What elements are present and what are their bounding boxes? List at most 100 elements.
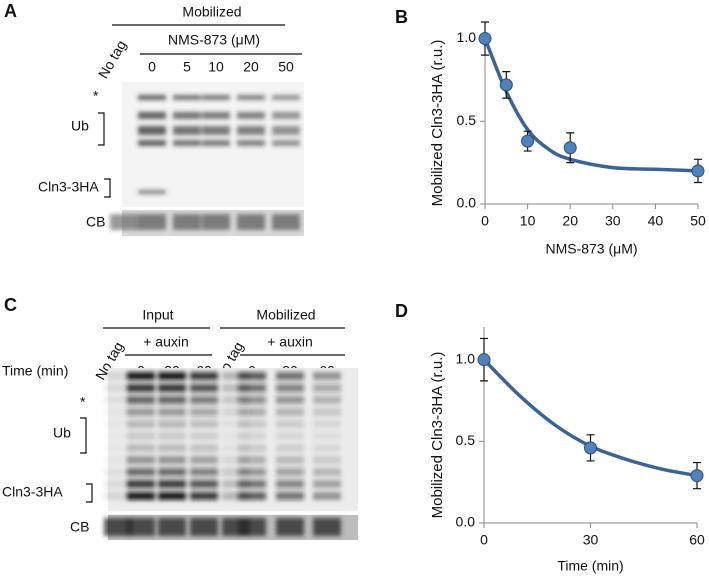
band: [127, 408, 155, 416]
y-tick-label: 0.0: [457, 195, 477, 211]
band: [238, 444, 266, 452]
panel-letter: D: [395, 301, 408, 321]
band: [190, 408, 218, 416]
band: [313, 384, 341, 392]
bracket: [80, 417, 87, 454]
band: [238, 480, 266, 488]
band: [313, 396, 341, 404]
band: [158, 518, 186, 536]
band: [276, 432, 304, 440]
band: [238, 492, 266, 500]
band: [158, 408, 186, 416]
y-axis-title: Mobilized Cln3-3HA (r.u.): [429, 352, 446, 519]
band: [238, 396, 266, 404]
fit-line: [483, 37, 699, 173]
band: [222, 468, 250, 476]
data-point: [691, 164, 705, 178]
band: [238, 384, 266, 392]
band: [272, 140, 300, 146]
band: [173, 140, 201, 146]
band: [158, 384, 186, 392]
panel-letter: C: [4, 295, 17, 315]
x-tick-label: 60: [689, 532, 705, 548]
band: [313, 492, 341, 500]
band: [222, 492, 250, 500]
y-tick-label: 1.0: [456, 350, 476, 366]
band: [276, 456, 304, 464]
band: [222, 408, 250, 416]
row-label: CB: [86, 214, 105, 230]
group-header: Input: [142, 307, 173, 323]
band: [158, 372, 186, 380]
row-label: Ub: [71, 118, 89, 134]
band: [313, 444, 341, 452]
band: [190, 372, 218, 380]
row-label: Cln3-3HA: [2, 484, 63, 500]
data-point: [499, 78, 513, 92]
band: [104, 518, 132, 536]
band: [238, 372, 266, 380]
band: [190, 432, 218, 440]
data-point: [478, 32, 492, 46]
treatment-label: NMS-873 (μM): [168, 32, 260, 48]
band: [138, 95, 166, 100]
band: [313, 420, 341, 428]
band: [190, 396, 218, 404]
lane-label: No tag: [95, 37, 129, 81]
band: [138, 126, 166, 135]
band: [138, 140, 166, 146]
band: [173, 214, 201, 230]
band: [127, 492, 155, 500]
x-axis-title: Time (min): [557, 558, 623, 574]
panel-letter: B: [395, 7, 408, 27]
band: [222, 480, 250, 488]
band: [276, 384, 304, 392]
band: [202, 126, 230, 135]
y-tick-label: 0.5: [457, 112, 477, 128]
data-point: [477, 353, 491, 367]
band: [238, 432, 266, 440]
band: [313, 432, 341, 440]
band: [104, 480, 132, 488]
band: [190, 468, 218, 476]
band: [173, 95, 201, 100]
data-point: [563, 141, 577, 155]
band: [276, 480, 304, 488]
band: [190, 444, 218, 452]
band: [127, 396, 155, 404]
band: [104, 372, 132, 380]
band: [276, 372, 304, 380]
row-label: Ub: [53, 425, 71, 441]
band: [127, 468, 155, 476]
bracket: [86, 483, 93, 503]
x-tick-label: 0: [480, 532, 488, 548]
y-tick-label: 0.5: [456, 432, 476, 448]
row-label: *: [93, 88, 99, 104]
lane-labels: 0 5 10 20 50: [148, 59, 294, 75]
band: [238, 468, 266, 476]
row-label: CB: [70, 519, 89, 535]
band: [190, 492, 218, 500]
band: [276, 518, 304, 536]
band: [190, 456, 218, 464]
lane-number: 20: [243, 59, 259, 75]
band: [272, 214, 300, 230]
band: [158, 468, 186, 476]
band: [158, 456, 186, 464]
band: [138, 214, 166, 230]
data-point: [584, 441, 597, 455]
lane-number: 50: [278, 59, 294, 75]
band: [237, 126, 265, 135]
band: [238, 456, 266, 464]
band: [276, 492, 304, 500]
band: [138, 190, 166, 194]
band: [237, 95, 265, 100]
band: [104, 468, 132, 476]
lane-number: 10: [208, 59, 224, 75]
x-tick-label: 10: [520, 213, 536, 229]
x-tick-label: 30: [583, 532, 599, 548]
row-label: Cln3-3HA: [38, 179, 99, 195]
band: [222, 372, 250, 380]
band: [276, 396, 304, 404]
band: [127, 444, 155, 452]
